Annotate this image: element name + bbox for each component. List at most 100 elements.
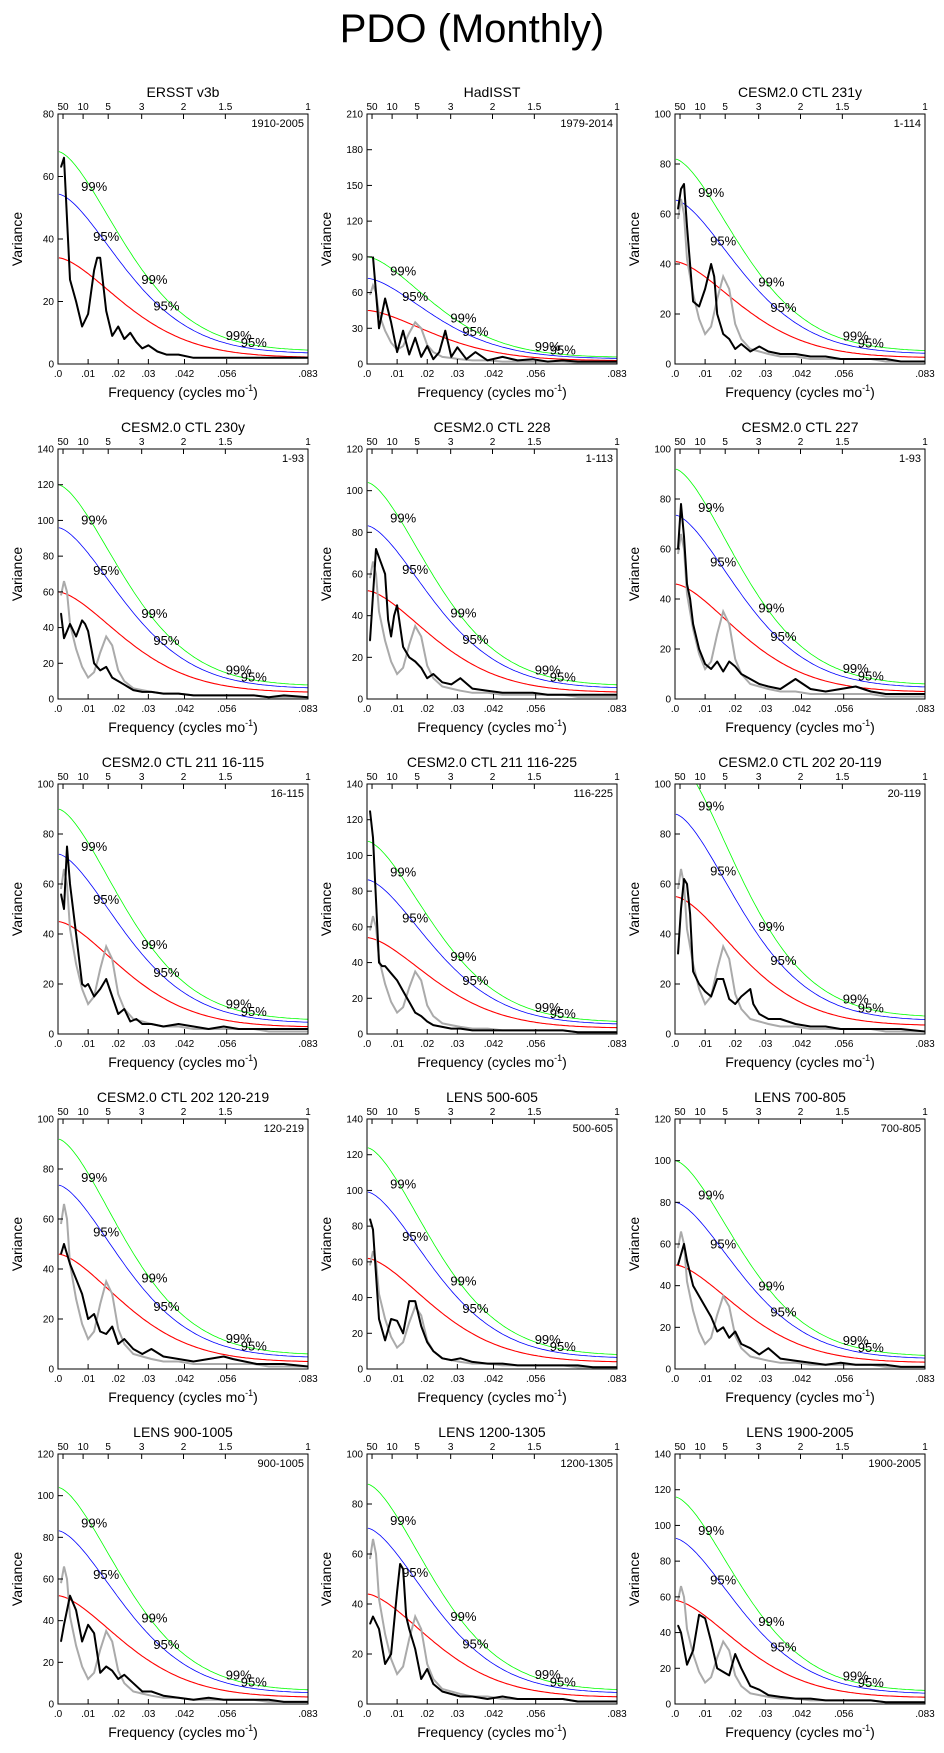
spectrum-point: [749, 678, 751, 680]
spectrum-point: [728, 1337, 730, 1339]
y-tick-label: 100: [654, 1156, 671, 1167]
x-tick-label: .02: [111, 1709, 125, 1720]
x-tick-label: .083: [298, 704, 318, 715]
ci95-label: 95%: [153, 965, 179, 980]
ci99-label: 99%: [450, 1609, 476, 1624]
panel-period: 116-225: [573, 788, 613, 800]
x-tick-label: .0: [363, 704, 372, 715]
spectrum-point: [426, 1668, 428, 1670]
reference-spectrum-line: [369, 561, 617, 698]
period-tick-label: 1.5: [835, 437, 849, 448]
spectrum-point: [135, 341, 137, 343]
x-tick-label: .056: [526, 369, 546, 380]
ci99-label: 99%: [698, 1187, 724, 1202]
x-tick-label: .0: [363, 369, 372, 380]
spectrum-point: [450, 1693, 452, 1695]
period-tick-label: 5: [105, 1107, 111, 1118]
panel-period: 500-605: [573, 1123, 613, 1135]
x-tick-label: .042: [792, 369, 812, 380]
y-tick-label: 120: [654, 1485, 671, 1496]
spectrum-point: [740, 673, 742, 675]
x-axis-label-sup: -1: [245, 1723, 253, 1733]
y-tick-label: 100: [37, 780, 54, 791]
plot-area: [367, 1147, 617, 1369]
y-tick-label: 20: [352, 1329, 364, 1340]
spectrum-point: [141, 1023, 143, 1025]
x-axis-label-sup: -1: [554, 718, 562, 728]
spectrum-point: [870, 1699, 872, 1701]
panel: 99%99%99%95%95%95%020406080100120140.0.0…: [626, 1424, 935, 1740]
spectrum-point: [855, 1028, 857, 1030]
spectrum-point: [208, 1697, 210, 1699]
x-tick-label: .083: [607, 704, 627, 715]
x-axis-label: Frequency (cycles mo-1): [725, 1388, 875, 1405]
spectrum-point: [111, 677, 113, 679]
spectrum-point: [734, 1003, 736, 1005]
spectrum-point: [177, 1358, 180, 1360]
x-axis-label: Frequency (cycles mo-1): [108, 1388, 258, 1405]
panels-grid: 99%99%99%95%95%95%020406080.0.01.02.03.0…: [9, 84, 935, 1740]
ci95-label: 95%: [93, 1567, 119, 1582]
ci99-label: 99%: [698, 1523, 724, 1538]
ci95-line: [675, 514, 925, 688]
panel-title: CESM2.0 CTL 202 120-219: [97, 1089, 269, 1105]
ci99-label: 99%: [450, 949, 476, 964]
spectrum-point: [426, 345, 428, 347]
x-tick-label: .042: [175, 369, 195, 380]
y-tick-label: 0: [665, 360, 671, 371]
spectrum-point: [420, 1015, 422, 1017]
period-tick-label: 5: [414, 102, 420, 113]
ci99-label: 99%: [758, 600, 784, 615]
spectrum-point: [141, 347, 143, 349]
y-tick-label: 0: [357, 1700, 363, 1711]
ci95-line: [367, 277, 617, 359]
x-tick-label: .02: [728, 1709, 742, 1720]
x-axis-label-close: ): [562, 1389, 567, 1405]
spectrum-point: [156, 350, 158, 353]
ci99-line: [58, 808, 308, 1020]
spectrum-point: [532, 692, 534, 694]
spectrum-point: [716, 313, 718, 315]
ci99-label: 99%: [141, 272, 167, 287]
y-tick-label: 120: [346, 445, 363, 456]
spectrum-line: [372, 256, 617, 363]
period-tick-label: 2: [798, 437, 804, 448]
spectrum-point: [677, 953, 679, 955]
spectrum-point: [105, 310, 107, 312]
x-tick-label: .083: [607, 1709, 627, 1720]
ci99-label: 99%: [843, 1668, 869, 1683]
spectrum-point: [870, 358, 872, 360]
spectrum-point: [501, 1695, 504, 1698]
spectrum-point: [283, 1701, 285, 1703]
period-tick-label: 1.5: [527, 437, 541, 448]
spectrum-point: [99, 988, 101, 990]
spectrum-point: [402, 990, 404, 992]
spectrum-point: [740, 343, 742, 345]
spectrum-point: [840, 688, 842, 690]
spectrum-point: [686, 1260, 688, 1262]
x-tick-label: .042: [792, 1374, 812, 1385]
spectrum-point: [105, 978, 107, 980]
spectrum-point: [809, 1362, 812, 1364]
spectrum-point: [165, 354, 167, 356]
spectrum-point: [758, 683, 760, 685]
spectrum-point: [809, 1025, 812, 1028]
period-tick-label: 50: [57, 1107, 69, 1118]
panel: 99%99%99%95%95%95%020406080100120.0.01.0…: [626, 1089, 935, 1405]
y-tick-label: 60: [352, 570, 364, 581]
period-tick-label: 1: [922, 772, 928, 783]
spectrum-point: [547, 694, 549, 696]
y-tick-label: 120: [346, 1150, 363, 1161]
period-tick-label: 2: [798, 772, 804, 783]
period-tick-label: 50: [366, 102, 378, 113]
spectrum-point: [450, 1359, 452, 1361]
period-tick-label: 2: [798, 102, 804, 113]
spectrum-point: [870, 690, 872, 693]
spectrum-point: [809, 355, 812, 358]
spectrum-point: [396, 604, 398, 606]
ci95-label: 95%: [858, 1340, 884, 1355]
ci99-label: 99%: [843, 661, 869, 676]
plot-area: [367, 810, 617, 1034]
spectrum-point: [408, 1300, 410, 1302]
period-tick-label: 1.5: [527, 102, 541, 113]
